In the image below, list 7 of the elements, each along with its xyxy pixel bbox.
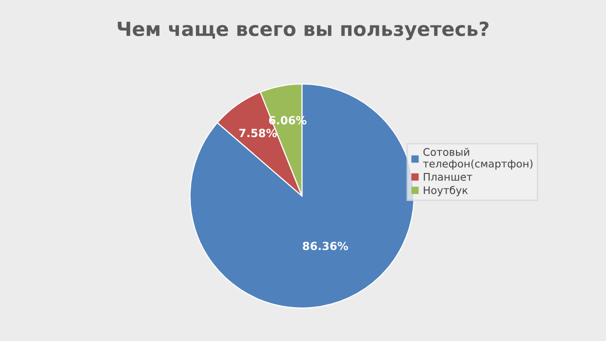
chart-title: Чем чаще всего вы пользуетесь? xyxy=(118,21,488,40)
legend-label: Сотовый телефон(смартфон) xyxy=(423,148,532,170)
data-label: 86.36% xyxy=(302,242,348,250)
legend-label: Планшет xyxy=(424,173,472,181)
legend-label: Ноутбук xyxy=(424,186,468,196)
pie-slice xyxy=(189,83,415,309)
data-label: 7.58% xyxy=(239,128,277,138)
